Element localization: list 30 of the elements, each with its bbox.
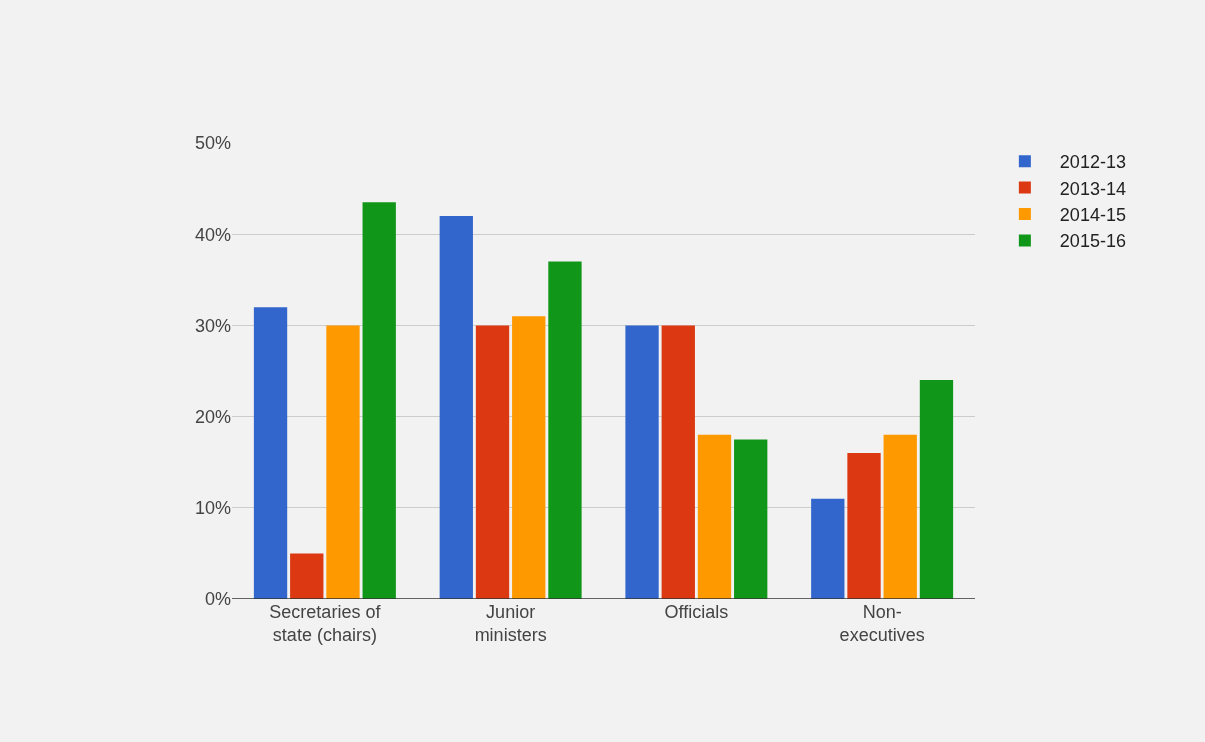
legend-label: 2014-15	[1059, 205, 1126, 226]
y-tick-label: 30%	[194, 315, 231, 336]
x-tick-label: Officials	[664, 602, 729, 622]
y-tick-label: 20%	[194, 406, 231, 427]
bar	[734, 439, 768, 599]
bar	[661, 325, 695, 599]
bar	[362, 202, 396, 599]
y-tick-label: 0%	[204, 589, 231, 610]
x-tick-label: Secretaries of state (chairs)	[269, 602, 382, 646]
bar	[290, 553, 324, 599]
bar	[883, 434, 917, 599]
y-tick-label: 40%	[194, 224, 231, 245]
bar	[697, 434, 732, 599]
y-tick-label: 50%	[194, 133, 231, 154]
legend-label: 2012-13	[1059, 152, 1126, 173]
bar	[625, 325, 659, 599]
bar	[475, 325, 510, 599]
x-tick-label: Junior ministers	[474, 602, 547, 646]
bar	[253, 307, 288, 599]
bar	[439, 215, 473, 599]
bar	[548, 261, 582, 599]
bar	[512, 316, 546, 599]
legend-label: 2015-16	[1059, 231, 1126, 252]
bar	[326, 325, 360, 599]
bar	[919, 380, 954, 599]
bar	[811, 498, 845, 599]
legend-label: 2013-14	[1059, 178, 1126, 199]
x-tick-label: Non-executives	[839, 602, 925, 646]
y-tick-label: 10%	[194, 498, 231, 519]
bar	[847, 453, 881, 599]
